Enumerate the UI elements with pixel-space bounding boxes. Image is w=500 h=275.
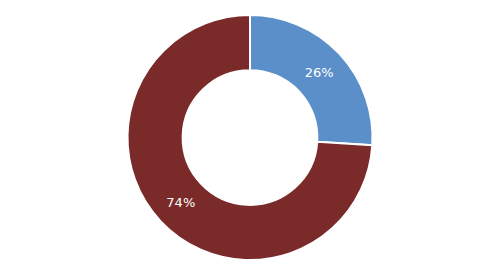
pie-group: 26% 74% xyxy=(127,15,372,260)
slice xyxy=(250,15,372,145)
data-label: 26% xyxy=(305,65,334,80)
data-label: 74% xyxy=(166,195,195,210)
data-labels: 26% 74% xyxy=(166,65,333,210)
chart: 26% 74% xyxy=(0,0,500,275)
slice xyxy=(127,15,372,260)
slices xyxy=(127,15,372,260)
